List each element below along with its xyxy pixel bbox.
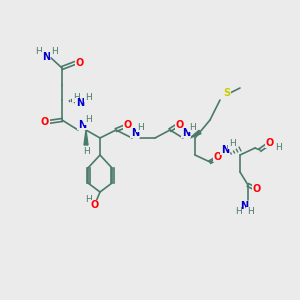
Text: H: H [274, 143, 281, 152]
Text: O: O [266, 138, 274, 148]
Text: O: O [76, 58, 84, 68]
Text: H: H [235, 208, 242, 217]
Text: H: H [229, 140, 236, 148]
Text: N: N [131, 128, 139, 138]
Polygon shape [190, 130, 201, 138]
Text: H: H [51, 47, 57, 56]
Text: N: N [221, 145, 229, 155]
Text: H: H [136, 122, 143, 131]
Text: O: O [91, 200, 99, 210]
Text: H: H [34, 47, 41, 56]
Text: H: H [82, 148, 89, 157]
Text: N: N [78, 120, 86, 130]
Text: H: H [85, 92, 92, 101]
Text: N: N [240, 201, 248, 211]
Text: O: O [41, 117, 49, 127]
Text: N: N [76, 98, 84, 108]
Text: O: O [176, 120, 184, 130]
Text: N: N [42, 52, 50, 62]
Text: O: O [253, 184, 261, 194]
Text: H: H [85, 196, 92, 205]
Text: H: H [73, 92, 80, 101]
Text: N: N [182, 128, 190, 138]
Polygon shape [84, 130, 88, 145]
Text: H: H [247, 208, 254, 217]
Text: O: O [214, 152, 222, 162]
Text: O: O [124, 120, 132, 130]
Text: H: H [189, 122, 195, 131]
Text: S: S [224, 88, 231, 98]
Text: H: H [85, 116, 92, 124]
